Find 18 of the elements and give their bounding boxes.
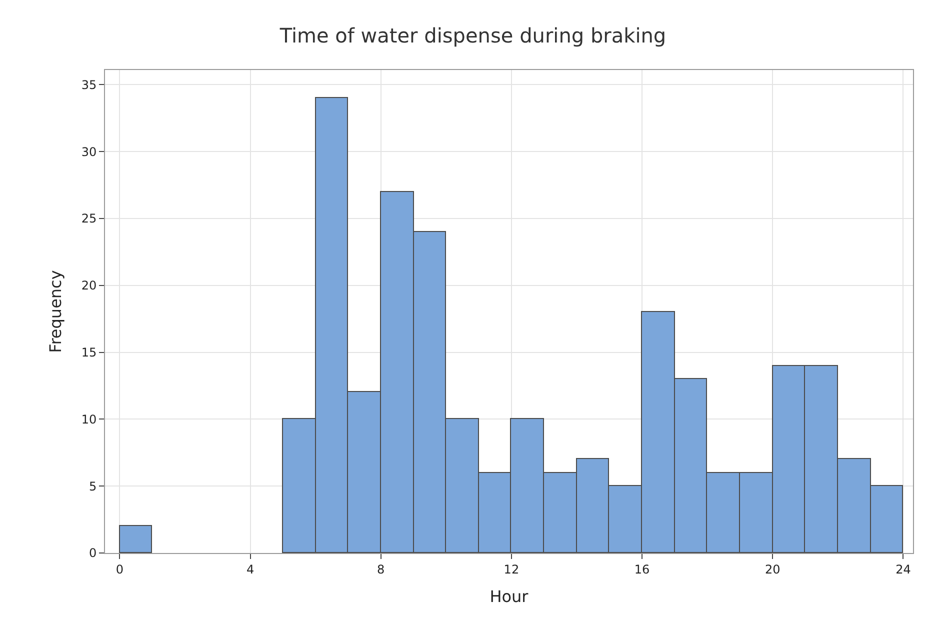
x-tick-label: 0 bbox=[116, 562, 124, 576]
y-tick-label: 0 bbox=[88, 546, 97, 560]
y-tick-label: 25 bbox=[81, 212, 97, 226]
x-axis-title: Hour bbox=[490, 587, 529, 606]
x-tick-label: 8 bbox=[377, 562, 385, 576]
x-tick-label: 12 bbox=[504, 562, 520, 576]
y-tick-label: 10 bbox=[81, 412, 97, 426]
y-axis-title: Frequency bbox=[46, 270, 66, 353]
x-tick-label: 16 bbox=[634, 562, 650, 576]
y-tick-label: 35 bbox=[81, 78, 97, 92]
x-tick-label: 24 bbox=[896, 562, 911, 576]
x-tick-label: 4 bbox=[246, 562, 254, 576]
x-tick-label: 20 bbox=[764, 562, 780, 576]
y-tick-label: 20 bbox=[81, 278, 97, 293]
y-tick-label: 15 bbox=[81, 346, 97, 360]
chart-title: Time of water dispense during braking bbox=[278, 24, 666, 48]
y-tick-label: 30 bbox=[81, 144, 97, 159]
y-tick-label: 5 bbox=[88, 479, 97, 494]
